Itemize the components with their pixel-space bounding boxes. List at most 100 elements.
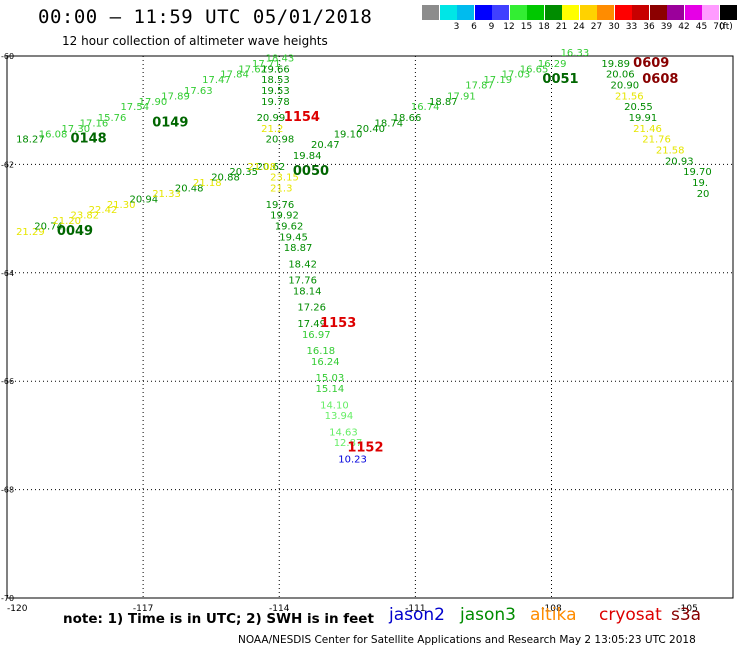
map-frame	[6, 55, 734, 599]
swh-value: 19.45	[279, 232, 308, 243]
swh-value: 16.08	[39, 129, 68, 140]
colorbar-label: 6	[471, 22, 477, 32]
colorbar-label: 12	[503, 22, 515, 32]
colorbar-swatch	[457, 5, 474, 20]
swh-value: 16.24	[311, 357, 340, 368]
legend-jason2: jason2	[389, 605, 445, 625]
swh-value: 16.65	[520, 64, 549, 75]
lon-tick-label: -105	[677, 604, 697, 614]
swh-value: 18.74	[375, 118, 404, 129]
swh-value: 16.29	[538, 59, 567, 70]
colorbar-swatch	[632, 5, 649, 20]
pass-time-label: 0148	[71, 132, 107, 147]
swh-value: 23.15	[270, 173, 299, 184]
colorbar-swatch	[439, 5, 457, 20]
colorbar-label: 30	[608, 22, 620, 32]
swh-value: 17.30	[61, 124, 90, 135]
swh-value: 17.03	[502, 70, 531, 81]
colorbar-label: 33	[625, 22, 638, 32]
swh-value: 14.63	[329, 427, 358, 438]
colorbar-label: 9	[488, 22, 495, 32]
colorbar-swatch	[649, 5, 667, 20]
colorbar-label: 70	[713, 22, 725, 32]
colorbar-swatch	[544, 5, 562, 20]
swh-value: 21.46	[633, 124, 662, 135]
swh-value: 21.3	[270, 184, 292, 195]
swh-value: 21.33	[152, 189, 181, 200]
swh-value: 20.48	[175, 184, 204, 195]
swh-value: 20.88	[211, 173, 240, 184]
swh-value: 19.70	[683, 167, 712, 178]
colorbar-label: 36	[643, 22, 655, 32]
colorbar-label: 42	[678, 22, 690, 32]
lat-tick-label: -62	[1, 160, 14, 169]
legend-altika: altika	[530, 605, 577, 625]
swh-value: 21.56	[615, 91, 644, 102]
swh-value: 19.92	[270, 211, 299, 222]
swh-value: 19.91	[629, 113, 658, 124]
swh-value: 16.74	[411, 102, 440, 113]
legend-jason3: jason3	[460, 605, 516, 625]
swh-value: 16.97	[302, 330, 331, 341]
swh-value: 20.35	[229, 167, 258, 178]
pass-time-label: 0608	[642, 72, 678, 87]
swh-value: 17.91	[447, 91, 476, 102]
colorbar-label: 24	[573, 22, 585, 32]
swh-value: 20.55	[624, 102, 653, 113]
swh-value: 18.87	[284, 243, 313, 254]
colorbar-unit: (ft)	[719, 22, 733, 32]
swh-value: 15.76	[98, 113, 127, 124]
swh-value: 12.87	[334, 438, 363, 449]
swh-value: 16.33	[561, 48, 590, 59]
swh-value: 17.63	[184, 86, 213, 97]
swh-value: 17.87	[465, 81, 494, 92]
swh-value: 20.98	[266, 135, 295, 146]
swh-value: 21.29	[16, 227, 45, 238]
map-subtitle: 12 hour collection of altimeter wave hei…	[62, 34, 328, 48]
footer-credit: NOAA/NESDIS Center for Satellite Applica…	[238, 634, 696, 646]
swh-value: 15.03	[316, 373, 345, 384]
swh-value: 20.47	[311, 140, 340, 151]
legend-cryosat: cryosat	[599, 605, 662, 625]
colorbar-swatch	[684, 5, 702, 20]
pass-time-label: 1154	[284, 110, 320, 125]
note-text: note: 1) Time is in UTC; 2) SWH is in fe…	[63, 611, 374, 627]
pass-time-label: 1152	[347, 441, 383, 456]
colorbar-swatch	[492, 5, 509, 20]
pass-time-label: 1153	[320, 316, 356, 331]
swh-value: 20.99	[257, 113, 286, 124]
pass-time-label: 0609	[633, 56, 669, 71]
colorbar-swatch	[597, 5, 614, 20]
swh-value: 19.76	[266, 200, 295, 211]
swh-value: 17.84	[220, 70, 249, 81]
swh-value: 20	[697, 189, 710, 200]
swh-value: 22.42	[89, 205, 118, 216]
swh-value: 20.90	[610, 81, 639, 92]
colorbar-swatch	[702, 5, 719, 20]
swh-value: 17.54	[120, 102, 149, 113]
swh-value: 18.87	[429, 97, 458, 108]
swh-value: 18.27	[16, 135, 45, 146]
swh-value: 16.18	[306, 346, 335, 357]
lon-tick-label: -108	[541, 604, 562, 614]
swh-value: 20.40	[356, 124, 385, 135]
swh-value: 21.20	[52, 216, 81, 227]
swh-value: 20.62	[257, 162, 286, 173]
swh-value: 19.53	[261, 86, 290, 97]
colorbar-label: 27	[590, 22, 603, 32]
map-title: 00:00 – 11:59 UTC 05/01/2018	[38, 6, 373, 28]
colorbar-swatch	[562, 5, 579, 20]
swh-value: 19.78	[261, 97, 290, 108]
colorbar-label: 18	[538, 22, 550, 32]
colorbar-swatch	[719, 5, 737, 20]
swh-value: 15.14	[316, 384, 345, 395]
pass-time-label: 0049	[57, 224, 93, 239]
swh-value: 19.89	[601, 59, 630, 70]
colorbar-label: 39	[660, 22, 673, 32]
colorbar-label: 3	[453, 22, 460, 32]
lat-tick-label: -64	[1, 269, 14, 278]
swh-value: 20.74	[34, 221, 63, 232]
swh-value: 17.19	[483, 75, 512, 86]
swh-value: 17.16	[80, 118, 109, 129]
